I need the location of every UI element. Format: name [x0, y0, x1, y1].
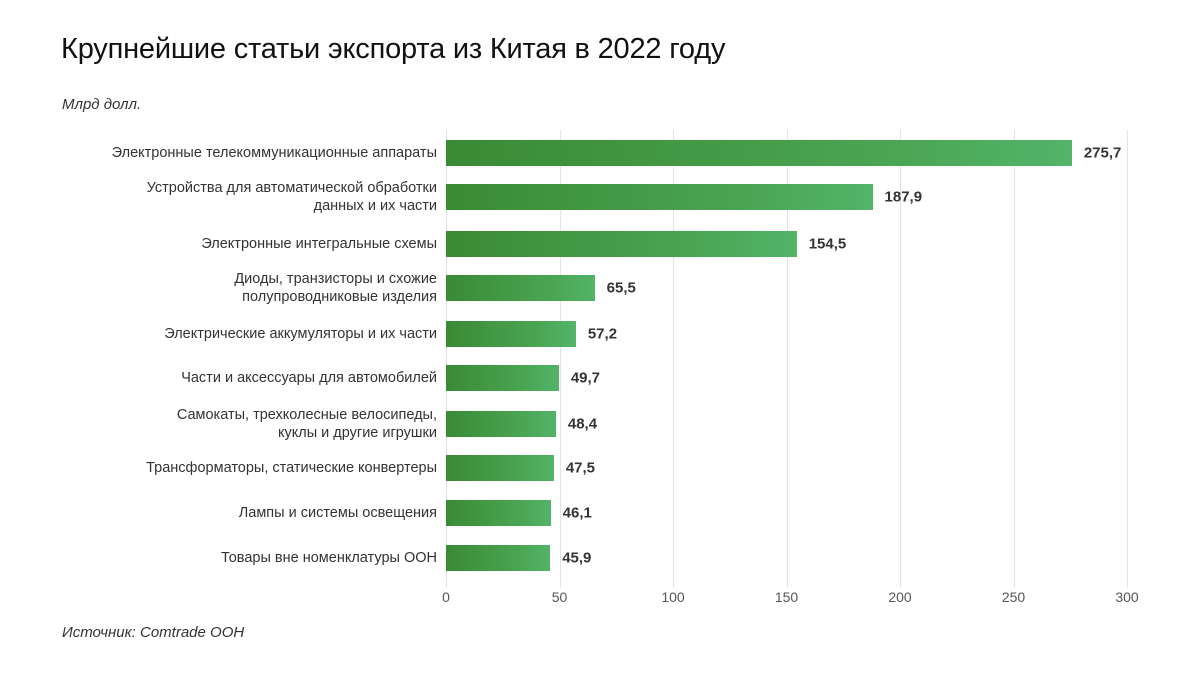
gridline — [446, 130, 447, 588]
category-label-line: Электрические аккумуляторы и их части — [164, 326, 437, 342]
category-label: Лампы и системы освещения — [239, 504, 437, 522]
category-label-line: данных и их части — [313, 198, 437, 214]
gridline — [1127, 130, 1128, 588]
x-tick-label: 200 — [888, 589, 912, 605]
gridline — [786, 130, 788, 588]
source-note: Источник: Comtrade ООН — [62, 624, 245, 641]
bar — [446, 411, 556, 437]
category-label: Товары вне номенклатуры ООН — [221, 549, 437, 567]
chart-title: Крупнейшие статьи экспорта из Китая в 20… — [61, 33, 726, 65]
category-label-line: Самокаты, трехколесные велосипеды, — [176, 407, 437, 423]
category-label: Самокаты, трехколесные велосипеды, куклы … — [177, 406, 437, 442]
category-label: Электронные телекоммуникационные аппарат… — [112, 144, 437, 162]
category-label-line: полупроводниковые изделия — [242, 289, 437, 305]
value-label: 154,5 — [808, 235, 847, 253]
value-label: 49,7 — [570, 369, 601, 387]
category-label-line: Части и аксессуары для автомобилей — [181, 370, 437, 386]
value-label: 47,5 — [565, 459, 596, 477]
gridline — [900, 130, 901, 588]
bar — [446, 545, 551, 571]
category-label-line: Трансформаторы, статические конвертеры — [146, 460, 437, 476]
category-label-line: Лампы и системы освещения — [238, 505, 437, 521]
x-tick-label: 300 — [1115, 589, 1139, 605]
value-label: 57,2 — [587, 325, 618, 343]
value-label: 48,4 — [567, 415, 598, 433]
bar — [446, 275, 595, 301]
category-label: Электрические аккумуляторы и их части — [164, 325, 437, 343]
bar — [446, 140, 1072, 166]
x-tick-label: 100 — [661, 589, 685, 605]
category-label: Диоды, транзисторы и схожие полупроводник… — [234, 270, 437, 306]
category-label: Устройства для автоматической обработки д… — [147, 179, 437, 215]
bar — [446, 231, 797, 257]
category-label-line: Диоды, транзисторы и схожие — [234, 271, 437, 287]
category-label-line: Устройства для автоматической обработки — [146, 180, 437, 196]
gridline — [1013, 130, 1015, 588]
value-label: 46,1 — [562, 504, 592, 522]
value-label: 65,5 — [606, 279, 636, 297]
category-label-line: Электронные телекоммуникационные аппарат… — [111, 145, 437, 161]
bar — [446, 184, 873, 210]
value-label: 275,7 — [1083, 144, 1122, 162]
category-label-line: куклы и другие игрушки — [277, 425, 437, 441]
gridline — [559, 130, 561, 588]
category-label: Электронные интегральные схемы — [201, 235, 437, 253]
bar — [446, 500, 551, 526]
x-tick-label: 50 — [551, 589, 568, 605]
x-tick-label: 250 — [1001, 589, 1026, 605]
value-label: 187,9 — [884, 188, 923, 206]
category-label: Части и аксессуары для автомобилей — [181, 369, 437, 387]
x-tick-label: 0 — [442, 589, 450, 605]
category-label: Трансформаторы, статические конвертеры — [146, 459, 437, 477]
category-label-line: Электронные интегральные схемы — [201, 236, 437, 252]
x-tick-label: 150 — [774, 589, 799, 605]
plot-area: 0 50 100 150 200 250 300 — [442, 130, 1139, 605]
bar — [446, 321, 576, 347]
bar — [446, 455, 554, 481]
gridline — [673, 130, 674, 588]
category-label-line: Товары вне номенклатуры ООН — [221, 550, 437, 566]
bar — [446, 365, 559, 391]
value-label: 45,9 — [562, 549, 592, 567]
unit-label: Млрд долл. — [62, 96, 142, 113]
